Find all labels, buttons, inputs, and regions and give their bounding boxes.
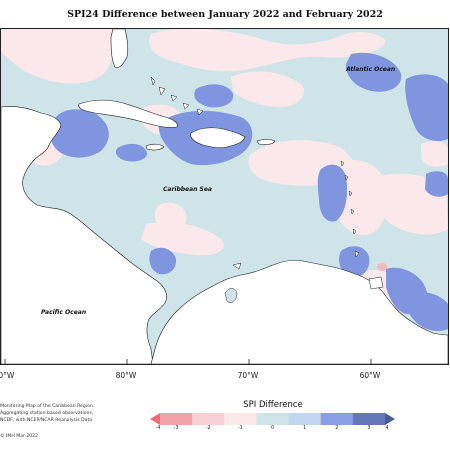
wet-patch-atlantic-north [345,52,402,92]
legend-swatch-0 [150,413,160,425]
wet-patch-venezuela-east [339,246,370,278]
lon-label-80w: 80°W [115,371,137,380]
puerto-rico [256,139,276,145]
dry-patch-northwest [1,29,121,84]
dry-patch-caribbean-central [141,222,225,256]
atlantic-ocean-label: Atlantic Ocean [345,66,395,73]
legend-swatch-5 [288,413,322,425]
cuba [78,99,178,128]
island-trinidad [368,276,384,290]
legend-swatch-4 [256,413,290,425]
legend-swatch-2 [192,413,225,425]
wet-patch-antilles-west [317,164,348,222]
legend-tick-label: 2 [335,426,339,431]
island-antilles-5 [352,228,357,235]
legend-colorbar [150,413,395,425]
legend-swatch-1 [160,413,193,425]
legend-tick-label: 4 [385,426,389,431]
central-america [1,106,167,364]
longitude-ticks [4,359,372,364]
legend-title: SPI Difference [243,400,303,410]
credit-line-3: NCDF, with NCEP/NCAR Reanalysis Data [0,418,93,423]
legend-tick-label: -1 [237,426,243,431]
dry-patch-north-central [149,29,386,72]
legend-tick-label: 1 [303,426,307,431]
dry-patch-atlantic [231,71,305,108]
island-antilles-1 [340,160,345,167]
caribbean-sea-label: Caribbean Sea [163,186,212,193]
map-panel: Atlantic Ocean Caribbean Sea Pacific Oce… [0,28,449,365]
map-svg: Atlantic Ocean Caribbean Sea Pacific Oce… [1,29,448,364]
credit-line-2: Aggregating station based observations, [0,411,94,416]
island-antilles-2 [344,174,349,181]
legend-tick-label: -4 [155,426,161,431]
island-bahamas-3 [170,94,178,102]
island-aruba [232,262,242,270]
legend-tick-label: -2 [205,426,211,431]
island-bahamas-4 [182,102,190,110]
island-antilles-3 [348,190,353,197]
wet-patch-guyana [407,292,448,331]
wet-patch-cuba-south [115,143,147,162]
legend-tick-label: -3 [173,426,179,431]
legend-swatch-3 [224,413,257,425]
legend-tick-labels: -4 -3 -2 -1 0 1 2 3 4 [0,426,450,436]
small-islands [150,76,384,290]
legend-swatch-6 [320,413,354,425]
dry-patch-far-east [421,141,448,167]
wet-patch-panama [149,247,177,275]
legend-swatches [150,413,395,425]
wet-patch-far-east [425,171,448,197]
legend-tick-label: 3 [367,426,371,431]
strong-dry-core-2 [377,263,387,271]
credit-line-1: Monitoring Map of the Caribbean Region. [0,404,95,409]
lake-maracaibo [224,288,238,303]
hispaniola [190,127,246,149]
credit-line-4: © IMH Mar-2022 [0,434,39,439]
lon-label-70w: 70°W [237,371,259,380]
florida [110,29,129,68]
lon-label-90w: 90°W [0,371,15,380]
jamaica [145,143,165,151]
legend-tick-label: 0 [270,426,275,431]
island-antilles-4 [350,208,355,215]
wet-patch-gulf-south [49,109,109,158]
legend-swatch-8 [385,413,395,425]
legend-swatch-7 [352,413,386,425]
island-grenada [354,250,360,258]
lon-label-60w: 60°W [359,371,381,380]
wet-patch-atlantic-east [405,74,448,141]
island-turks [196,108,204,116]
pacific-ocean-label: Pacific Ocean [41,309,86,316]
wet-patch-bahamas [194,84,234,108]
map-title: SPI24 Difference between January 2022 an… [67,9,383,20]
island-bahamas-2 [158,86,166,96]
island-bahamas-1 [150,76,156,86]
